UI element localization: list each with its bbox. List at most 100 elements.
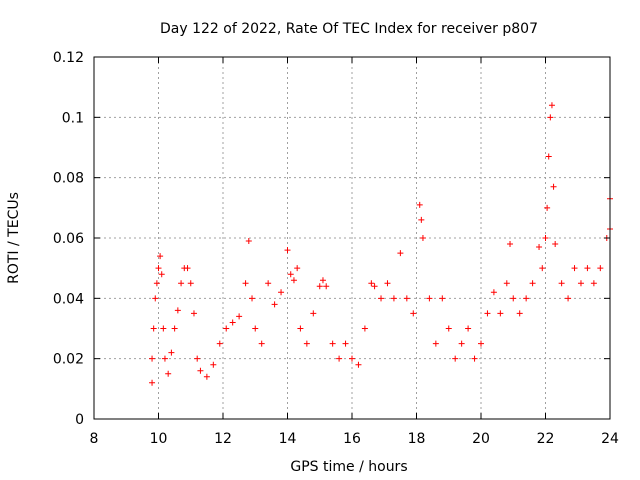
data-point (542, 235, 549, 241)
data-point (271, 301, 278, 308)
chart-title: Day 122 of 2022, Rate Of TEC Index for r… (160, 21, 538, 37)
x-tick-label: 24 (601, 431, 619, 447)
data-point (458, 340, 465, 347)
data-point (223, 325, 230, 332)
data-point (316, 283, 323, 290)
data-point (184, 265, 191, 272)
x-tick-label: 14 (279, 431, 297, 447)
data-point (303, 340, 310, 347)
data-point (552, 241, 559, 248)
x-axis-ticks: 8 10 12 14 16 18 20 22 24 (90, 57, 619, 447)
data-point (229, 319, 236, 326)
data-point (178, 280, 185, 287)
data-point (471, 355, 478, 362)
data-point (577, 280, 584, 287)
data-point (150, 325, 157, 332)
data-point (190, 310, 197, 317)
data-point (361, 325, 368, 332)
x-axis-label: GPS time / hours (290, 459, 407, 475)
data-point (590, 280, 597, 287)
data-point (168, 349, 175, 356)
y-tick-label: 0.06 (53, 231, 84, 247)
y-tick-label: 0 (75, 412, 84, 428)
data-point (516, 310, 523, 317)
data-point (503, 280, 510, 287)
data-point (478, 340, 484, 347)
data-point (149, 379, 156, 386)
data-point (152, 295, 159, 302)
data-point (452, 355, 459, 362)
data-point (174, 307, 181, 314)
x-tick-label: 22 (537, 431, 555, 447)
x-tick-label: 16 (343, 431, 361, 447)
data-point (426, 295, 433, 302)
y-axis-label: ROTI / TECUs (6, 192, 22, 284)
data-point (497, 310, 504, 317)
data-point (490, 289, 497, 296)
data-point (403, 295, 410, 302)
data-point (597, 265, 604, 272)
data-point (558, 280, 565, 287)
y-tick-label: 0.04 (53, 291, 84, 307)
data-point (155, 265, 162, 272)
data-point (371, 283, 378, 290)
data-point (160, 325, 167, 332)
data-point (571, 265, 578, 272)
y-tick-label: 0.12 (53, 50, 84, 66)
data-point (510, 295, 517, 302)
x-tick-label: 12 (214, 431, 232, 447)
y-tick-label: 0.02 (53, 352, 84, 368)
data-point (165, 370, 172, 377)
data-point (565, 295, 572, 302)
data-point (419, 235, 426, 241)
data-point (342, 340, 349, 347)
data-point (294, 265, 301, 272)
data-point (252, 325, 259, 332)
data-point (242, 280, 249, 287)
data-point (432, 340, 439, 347)
x-tick-label: 10 (150, 431, 168, 447)
y-tick-label: 0.1 (62, 110, 84, 126)
x-tick-label: 8 (90, 431, 99, 447)
data-point (349, 355, 355, 362)
data-point (203, 373, 210, 380)
data-point (197, 367, 204, 374)
data-point (584, 265, 591, 272)
data-point (278, 289, 285, 296)
data-point (161, 355, 168, 362)
data-point (290, 277, 297, 284)
y-tick-label: 0.08 (53, 171, 84, 187)
data-point (547, 114, 554, 121)
grid-lines (94, 57, 610, 419)
data-point (465, 325, 472, 332)
data-point (210, 361, 217, 368)
data-point (445, 325, 452, 332)
data-point (418, 216, 425, 223)
data-point (523, 295, 530, 302)
data-point (390, 295, 397, 302)
data-point (355, 361, 362, 368)
x-tick-label: 20 (472, 431, 490, 447)
data-point (544, 204, 551, 211)
data-point (216, 340, 223, 347)
data-point (319, 277, 326, 284)
data-point (550, 183, 557, 190)
data-point (416, 201, 423, 208)
data-point (548, 102, 555, 109)
x-tick-label: 18 (408, 431, 426, 447)
data-point (397, 250, 404, 257)
data-point (171, 325, 178, 332)
data-point (287, 271, 294, 278)
data-point (336, 355, 343, 362)
data-point (368, 280, 375, 287)
data-point (439, 295, 446, 302)
data-point (158, 271, 165, 278)
data-point (329, 340, 336, 347)
data-point (323, 283, 330, 290)
data-point (187, 280, 194, 287)
data-point (507, 241, 514, 248)
data-points (149, 102, 613, 386)
y-axis-ticks: 0 0.02 0.04 0.06 0.08 0.1 0.12 (53, 50, 610, 428)
